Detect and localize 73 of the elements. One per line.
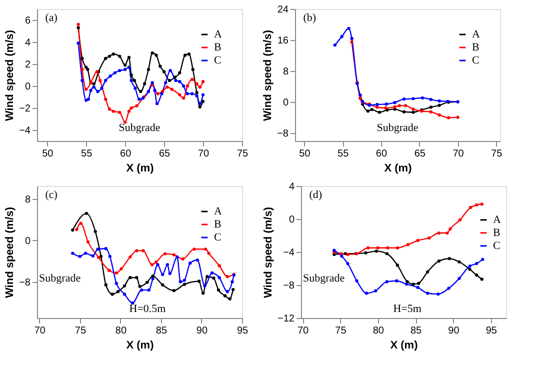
x-tick-label: 80 [115,326,127,336]
y-tick-label: −4 [19,126,31,136]
x-tick-label: 70 [34,326,46,336]
y-tick-label: 24 [277,4,289,16]
legend-label: C [472,54,480,66]
x-tick-label: 50 [299,148,311,160]
annotation: Subgrade [303,272,345,284]
legend-label: A [493,214,501,226]
y-tick-label: −8 [277,128,289,140]
x-tick-label: 60 [376,148,388,160]
annotation: H=0.5m [129,302,166,315]
annotation: (a) [45,12,58,24]
annotation: Subgrade [118,122,160,134]
y-axis-title: Wind speed (m/s) [262,206,275,298]
annotation: Subgrade [39,272,81,284]
annotation: (b) [303,12,316,24]
legend-label: A [472,28,480,40]
x-tick-label: 80 [372,326,384,336]
annotation: Subgrade [376,122,418,134]
x-tick-label: 70 [297,326,310,336]
y-tick-label: −8 [19,277,31,288]
y-tick-label: 4 [24,38,31,48]
legend-label: B [214,42,222,54]
x-tick-label: 75 [74,326,86,336]
annotation: (d) [309,189,322,202]
legend-label: A [214,206,222,218]
legend-label: B [214,218,222,230]
x-axis-title: X (m) [126,162,154,174]
x-tick-label: 95 [236,326,248,336]
y-tick-label: 0 [24,82,31,92]
legend-label: B [472,42,480,54]
y-tick-label: −2 [19,104,31,114]
y-tick-label: 0 [24,236,31,247]
x-axis-title: X (m) [384,162,412,174]
x-tick-label: 55 [338,148,350,160]
x-tick-label: 50 [42,148,54,160]
y-tick-label: 0 [288,214,295,226]
x-tick-label: 65 [158,148,171,160]
y-tick-label: −8 [283,280,295,292]
x-tick-label: 55 [81,148,93,160]
x-tick-label: 90 [196,326,208,336]
y-tick-label: 2 [24,60,31,70]
x-tick-label: 75 [236,148,248,160]
legend-label: A [214,28,222,40]
y-tick-label: 4 [288,182,295,192]
x-axis-title: X (m) [126,340,154,352]
x-tick-label: 75 [335,326,347,336]
legend-label: C [214,54,222,66]
x-tick-label: 65 [414,148,426,160]
annotation: H=5m [393,302,422,315]
y-tick-label: 8 [282,66,289,78]
x-axis-title: X (m) [390,340,418,352]
x-tick-label: 95 [486,326,498,336]
legend-label: C [214,232,222,244]
x-tick-label: 70 [452,148,464,160]
x-tick-label: 90 [448,326,460,336]
y-tick-label: −4 [283,248,295,258]
x-tick-label: 70 [198,148,210,160]
y-axis-title: Wind speed (m/s) [4,206,16,298]
legend-label: B [493,226,500,239]
x-tick-label: 85 [410,326,422,336]
x-tick-label: 85 [156,326,168,336]
y-axis-title: Wind speed (m/s) [4,30,16,121]
x-tick-label: 60 [120,148,132,160]
y-tick-label: −12 [278,314,295,324]
y-axis-title: Wind speed (m/s) [262,30,274,121]
legend-label: C [493,240,500,252]
x-tick-label: 75 [491,148,503,160]
y-tick-label: 8 [24,194,31,206]
y-tick-label: 16 [277,36,289,47]
annotation: (c) [45,189,58,202]
y-tick-label: 0 [282,98,289,109]
y-tick-label: 6 [24,16,31,26]
